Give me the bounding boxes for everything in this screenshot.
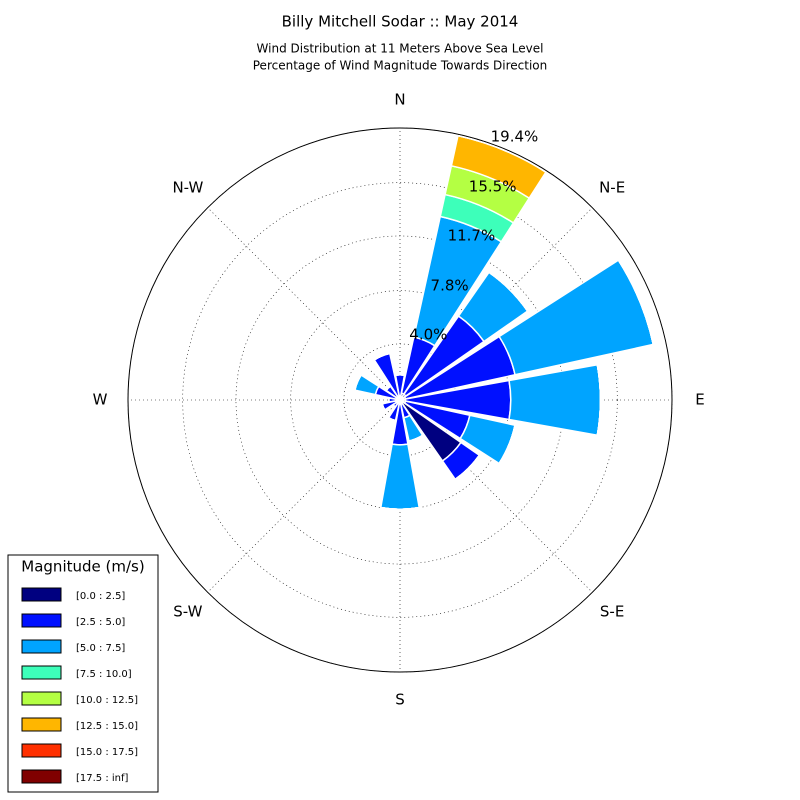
chart-title: Billy Mitchell Sodar :: May 2014 xyxy=(282,13,519,31)
direction-label: S xyxy=(395,691,405,709)
legend-label: [17.5 : inf] xyxy=(76,773,129,784)
legend-label: [10.0 : 12.5] xyxy=(76,695,138,706)
wedge xyxy=(498,425,516,464)
r-tick-label: 7.8% xyxy=(431,276,469,294)
wedge xyxy=(380,506,420,511)
legend-swatch xyxy=(21,613,62,628)
legend-swatch xyxy=(21,743,62,758)
direction-label: N-W xyxy=(172,178,203,196)
wedge xyxy=(454,454,480,480)
legend-label: [15.0 : 17.5] xyxy=(76,747,138,758)
outer-circle xyxy=(127,127,673,673)
legend-label: [2.5 : 5.0] xyxy=(76,617,125,628)
legend-swatch xyxy=(21,769,62,784)
legend-swatch xyxy=(21,587,62,602)
radial-grid-line xyxy=(207,399,401,593)
wedge xyxy=(498,259,655,376)
legend-swatch xyxy=(21,717,62,732)
wedge xyxy=(488,271,529,312)
legend-label: [12.5 : 15.0] xyxy=(76,721,138,732)
legend-label: [0.0 : 2.5] xyxy=(76,591,125,602)
wedge xyxy=(379,443,421,511)
legend-swatch xyxy=(21,691,62,706)
legend-label: [5.0 : 7.5] xyxy=(76,643,125,654)
legend-title: Magnitude (m/s) xyxy=(21,558,144,576)
radial-grid-line xyxy=(207,207,401,401)
legend-swatch xyxy=(21,665,62,680)
wedge xyxy=(353,374,380,396)
r-tick-label: 15.5% xyxy=(469,177,517,195)
r-tick-label: 4.0% xyxy=(409,325,447,343)
wedge xyxy=(508,363,602,437)
direction-label: N-E xyxy=(599,178,625,196)
direction-label: W xyxy=(93,391,108,409)
r-tick-label: 11.7% xyxy=(448,226,496,244)
direction-label: S-E xyxy=(600,603,624,621)
radial-grid-line xyxy=(399,399,593,593)
legend-swatch xyxy=(21,639,62,654)
chart-subtitle: Percentage of Wind Magnitude Towards Dir… xyxy=(253,59,547,73)
direction-label: S-W xyxy=(173,603,202,621)
wedge xyxy=(617,259,655,345)
direction-label: N xyxy=(394,91,405,109)
grid-circle xyxy=(182,182,618,618)
wedge xyxy=(596,364,602,436)
chart-subtitle: Wind Distribution at 11 Meters Above Sea… xyxy=(257,42,544,56)
r-tick-label: 19.4% xyxy=(491,127,539,145)
legend-label: [7.5 : 10.0] xyxy=(76,669,132,680)
wedge xyxy=(354,374,362,391)
direction-label: E xyxy=(695,391,704,409)
